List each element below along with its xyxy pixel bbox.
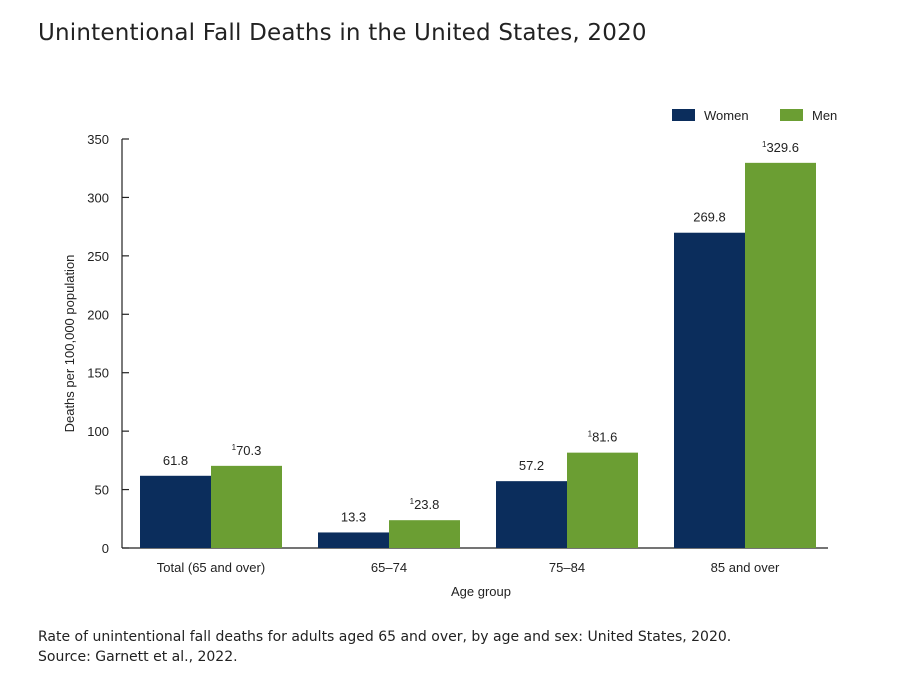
bar-men (389, 520, 460, 548)
caption-source: Source: Garnett et al., 2022. (38, 649, 238, 665)
x-tick-label: 75–84 (549, 560, 585, 575)
x-tick-label: 85 and over (711, 560, 780, 575)
y-tick-label: 50 (95, 483, 109, 498)
page-title: Unintentional Fall Deaths in the United … (38, 20, 647, 46)
chart-axes: 0 50 100 150 200 250 300 350 Deaths per 100,000 … (62, 132, 828, 599)
y-tick-label: 0 (102, 541, 109, 556)
legend-swatch-women (672, 109, 695, 121)
data-label: 170.3 (232, 443, 262, 458)
data-label-value: 81.6 (592, 430, 617, 445)
footnote-mark: 1 (762, 140, 767, 149)
footnote-mark: 1 (410, 497, 415, 506)
x-axis-title: Age group (451, 584, 511, 599)
y-axis-title: Deaths per 100,000 population (62, 255, 77, 433)
data-label: 61.8 (163, 453, 188, 468)
bar-women (140, 475, 211, 548)
bar-men (745, 162, 816, 548)
data-label: 1329.6 (762, 140, 799, 155)
x-tick-label: 65–74 (371, 560, 407, 575)
data-label-value: 70.3 (236, 443, 261, 458)
data-label: 13.3 (341, 509, 366, 524)
y-tick-label: 100 (87, 424, 109, 439)
bar-women (674, 232, 745, 548)
data-label: 57.2 (519, 458, 544, 473)
caption-description: Rate of unintentional fall deaths for ad… (38, 629, 732, 645)
bar-women (496, 481, 567, 548)
y-tick-label: 300 (87, 190, 109, 205)
y-tick-label: 200 (87, 307, 109, 322)
figure-caption: Rate of unintentional fall deaths for ad… (38, 627, 731, 667)
data-label: 269.8 (693, 210, 726, 225)
data-label: 123.8 (410, 497, 440, 512)
y-tick-label: 150 (87, 366, 109, 381)
x-tick-label: Total (65 and over) (157, 560, 265, 575)
bar-men (211, 465, 282, 548)
y-tick-label: 250 (87, 249, 109, 264)
footnote-mark: 1 (232, 443, 237, 452)
y-tick-label: 350 (87, 132, 109, 147)
data-label: 181.6 (588, 430, 618, 445)
data-label-value: 23.8 (414, 497, 439, 512)
chart-legend: Women Men (672, 108, 837, 123)
bar-men (567, 452, 638, 548)
legend-label-men: Men (812, 108, 837, 123)
legend-swatch-men (780, 109, 803, 121)
legend-label-women: Women (704, 108, 749, 123)
data-label-value: 329.6 (766, 140, 799, 155)
bar-women (318, 532, 389, 548)
footnote-mark: 1 (588, 430, 593, 439)
